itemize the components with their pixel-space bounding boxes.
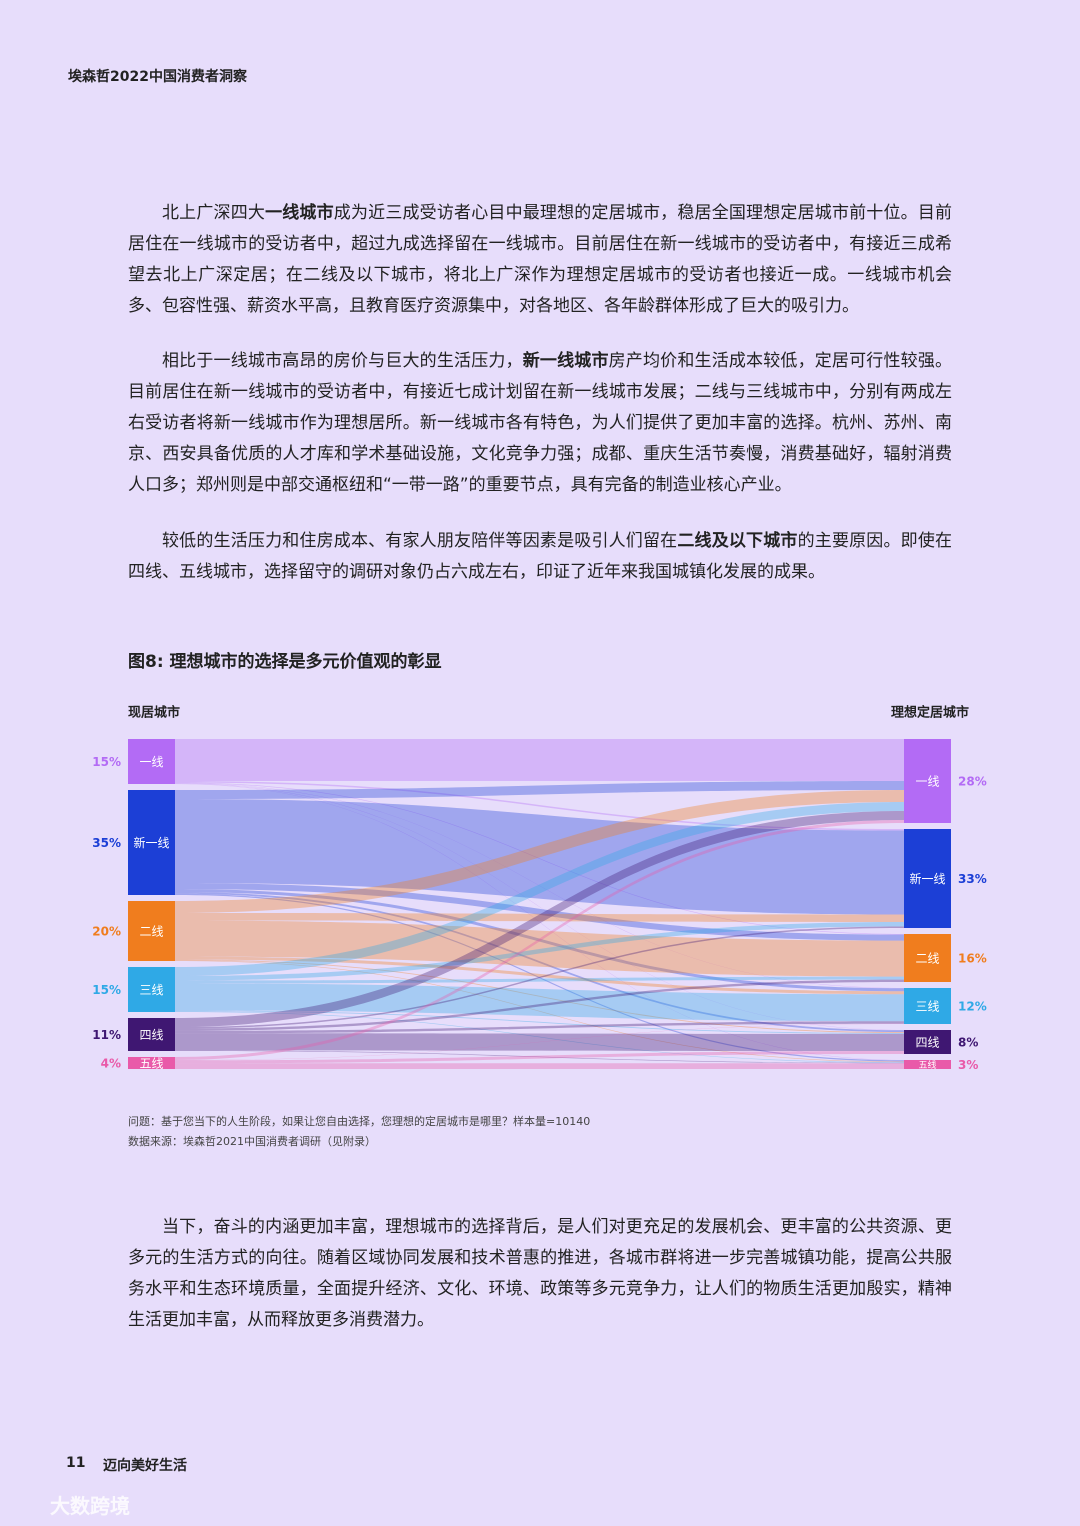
value-label: 3% — [958, 1058, 978, 1072]
flow — [175, 783, 904, 989]
flow — [175, 1033, 904, 1051]
watermark: 大数跨境 — [50, 1494, 130, 1518]
flow — [175, 956, 904, 995]
flow — [175, 913, 904, 922]
node — [904, 739, 951, 823]
value-label: 20% — [92, 925, 121, 939]
value-label: 33% — [958, 872, 987, 886]
node-label: 五线 — [139, 1057, 163, 1071]
text: 房产均价和生活成本较低，定居可行性较强。目前居住在新一线城市的受访者中，有接近七… — [128, 351, 953, 495]
value-label: 35% — [92, 836, 121, 850]
flow — [175, 739, 904, 781]
flow — [175, 782, 904, 935]
node — [904, 988, 951, 1024]
flows — [175, 739, 904, 1069]
value-label: 12% — [958, 1000, 987, 1014]
flow — [175, 1051, 904, 1064]
node-label: 新一线 — [909, 871, 945, 886]
flow — [175, 889, 904, 992]
chart: 图8: 理想城市的选择是多元价值观的彰显 现居城市 理想定居城市 一线 15% 新一… — [92, 651, 987, 1072]
flow — [175, 1010, 904, 1034]
flow — [175, 781, 904, 799]
flow — [175, 893, 904, 1062]
node-label: 一线 — [139, 755, 163, 769]
value-label: 15% — [92, 983, 121, 997]
flow — [175, 979, 904, 1031]
text: 较低的生活压力和住房成本、有家人朋友陪伴等因素是吸引人们留在 — [162, 531, 678, 551]
text: 北上广深四大 — [162, 203, 266, 223]
value-label: 15% — [92, 755, 121, 769]
flow — [175, 959, 904, 1033]
node — [128, 739, 175, 784]
flow — [175, 960, 904, 1063]
value-label: 11% — [92, 1028, 121, 1042]
node-label: 二线 — [915, 952, 939, 966]
flow — [175, 781, 904, 831]
node-label: 三线 — [139, 983, 163, 997]
flow — [175, 820, 904, 1060]
flow — [175, 1011, 904, 1063]
node-label: 四线 — [139, 1028, 163, 1042]
bold-text: 一线城市 — [265, 203, 334, 223]
flow — [175, 926, 904, 1029]
flow — [175, 811, 904, 1027]
paragraph: 北上广深四大一线城市成为近三成受访者心目中最理想的定居城市，稳居全国理想定居城市… — [128, 198, 952, 322]
value-label: 16% — [958, 952, 987, 966]
flow — [175, 1023, 904, 1061]
left-title: 现居城市 — [128, 705, 180, 721]
flow — [175, 983, 904, 1022]
flow — [175, 783, 904, 1061]
node-label: 五线 — [918, 1059, 936, 1071]
paragraph: 当下，奋斗的内涵更加丰富，理想城市的选择背后，是人们对更充足的发展机会、更丰富的… — [128, 1217, 952, 1330]
flow — [175, 799, 904, 915]
page-number: 11 — [66, 1455, 86, 1471]
flow — [175, 883, 904, 941]
node — [904, 829, 951, 928]
text: 相比于一线城市高昂的房价与巨大的生活压力， — [162, 351, 523, 371]
node — [904, 1030, 951, 1054]
footer-section: 迈向美好生活 — [103, 1458, 187, 1474]
flow — [175, 922, 904, 981]
chart-source: 数据来源：埃森哲2021中国消费者调研（见附录） — [128, 1135, 376, 1148]
paragraph: 相比于一线城市高昂的房价与巨大的生活压力，新一线城市房产均价和生活成本较低，定居… — [128, 346, 952, 501]
node-label: 二线 — [139, 925, 163, 939]
header-title: 埃森哲2022中国消费者洞察 — [68, 69, 247, 85]
flow — [175, 1050, 904, 1064]
bold-text: 新一线城市 — [522, 351, 609, 371]
text: 的主要原因。即使在四线、五线城市，选择留守的调研对象仍占六成左右，印证了近年来我… — [128, 531, 953, 582]
bold-text: 二线及以下城市 — [677, 531, 798, 551]
right-title: 理想定居城市 — [891, 705, 969, 721]
flow — [175, 920, 904, 977]
flow — [175, 1063, 904, 1069]
flow — [175, 783, 904, 1031]
node — [128, 1018, 175, 1051]
flow — [175, 1021, 904, 1034]
text: 成为近三成受访者心目中最理想的定居城市，稳居全国理想定居城市前十位。目前居住在一… — [128, 203, 953, 316]
flow — [175, 790, 904, 913]
value-label: 4% — [101, 1057, 121, 1071]
paragraph: 较低的生活压力和住房成本、有家人朋友陪伴等因素是吸引人们留在二线及以下城市的主要… — [128, 526, 952, 588]
value-label: 28% — [958, 775, 987, 789]
node-label: 三线 — [915, 1000, 939, 1014]
node — [128, 901, 175, 961]
node — [904, 1060, 951, 1069]
node — [904, 934, 951, 982]
flow — [175, 976, 904, 984]
nodes: 一线 15% 新一线 35% 二线 20% 三线 15% 四线 11% 五线 4% 一线 28% 新一线 33… — [92, 739, 987, 1072]
value-label: 8% — [958, 1036, 978, 1050]
chart-title: 图8: 理想城市的选择是多元价值观的彰显 — [128, 651, 442, 672]
node — [128, 967, 175, 1012]
node — [128, 790, 175, 895]
node-label: 新一线 — [133, 835, 169, 850]
node-label: 一线 — [915, 775, 939, 789]
node-label: 四线 — [915, 1036, 939, 1050]
flow — [175, 892, 904, 1033]
chart-note: 问题：基于您当下的人生阶段，如果让您自由选择，您理想的定居城市是哪里？样本量=1… — [128, 1115, 591, 1128]
node — [128, 1057, 175, 1069]
flow — [175, 802, 904, 976]
